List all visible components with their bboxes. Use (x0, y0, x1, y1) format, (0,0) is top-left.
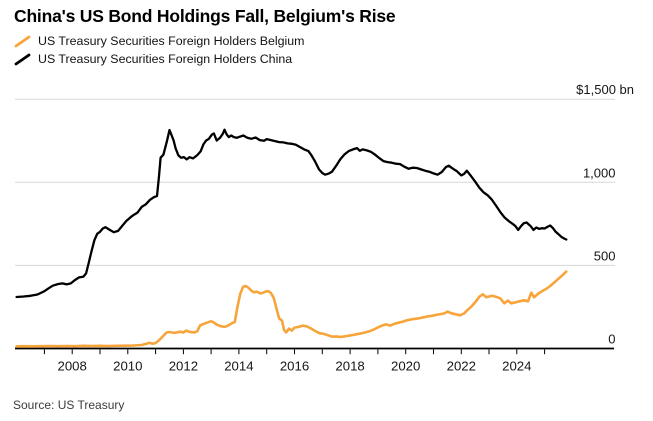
series-line-belgium (15, 270, 568, 348)
y-axis-label-1500: $1,500 bn (576, 82, 634, 97)
chart-legend: US Treasury Securities Foreign Holders B… (14, 32, 305, 68)
x-axis-label-2014: 2014 (224, 359, 253, 374)
source-note: Source: US Treasury (13, 398, 125, 412)
x-axis-label-2018: 2018 (335, 359, 364, 374)
y-axis-label-1000: 1,000 (583, 165, 616, 180)
x-axis-label-2022: 2022 (447, 359, 476, 374)
legend-slash-icon-belgium (14, 35, 31, 47)
y-axis-label-500: 500 (594, 248, 616, 263)
x-axis-label-2016: 2016 (280, 359, 309, 374)
legend-label-belgium: US Treasury Securities Foreign Holders B… (38, 34, 305, 48)
legend-item-belgium: US Treasury Securities Foreign Holders B… (14, 32, 305, 50)
chart-title: China's US Bond Holdings Fall, Belgium's… (14, 6, 396, 26)
x-axis-label-2024: 2024 (502, 359, 531, 374)
x-axis-label-2008: 2008 (58, 359, 87, 374)
x-axis-label-2010: 2010 (113, 359, 142, 374)
series-line-china (15, 128, 568, 299)
legend-slash-icon-china (14, 53, 31, 65)
legend-label-china: US Treasury Securities Foreign Holders C… (38, 52, 293, 66)
legend-item-china: US Treasury Securities Foreign Holders C… (14, 50, 305, 68)
x-axis-label-2020: 2020 (391, 359, 420, 374)
x-axis-label-2012: 2012 (169, 359, 198, 374)
y-axis-label-0: 0 (608, 332, 615, 347)
